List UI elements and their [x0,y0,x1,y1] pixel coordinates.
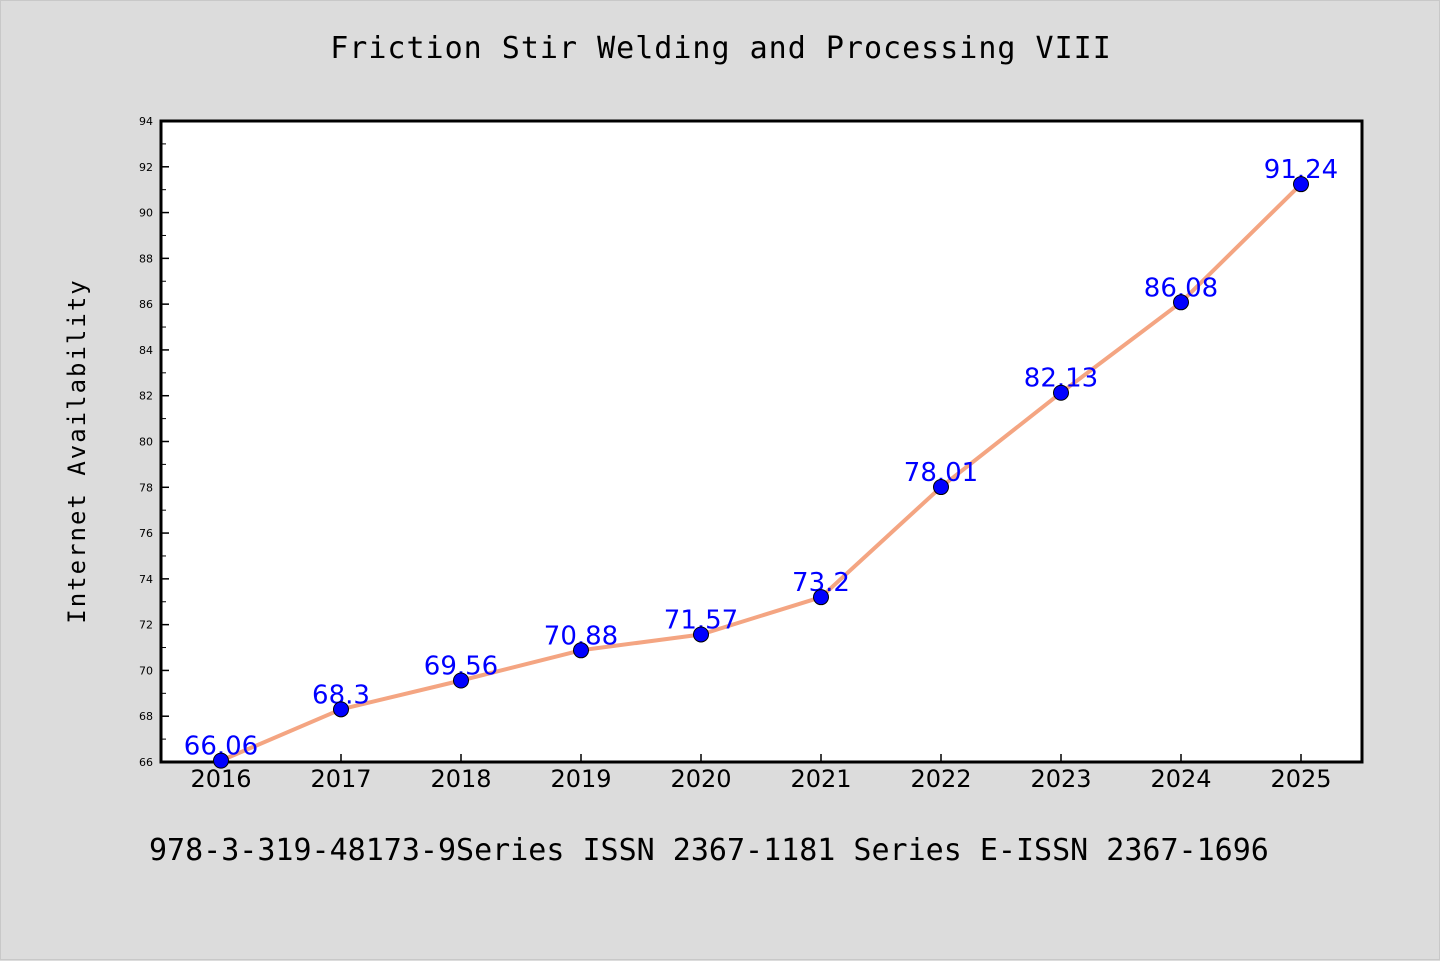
data-point [213,752,229,769]
data-point [1173,294,1189,311]
y-tick-label: 80 [139,436,153,449]
data-point [693,626,709,643]
chart-title: Friction Stir Welding and Processing VII… [330,31,1112,66]
y-tick-label: 90 [139,207,153,220]
x-tick-label: 2017 [310,765,371,793]
x-tick-label: 2018 [430,765,491,793]
series-layer: 66.0668.369.5670.8871.5773.278.0182.1386… [184,155,1338,769]
x-tick-label: 2016 [190,765,251,793]
y-axis-ticks: 66 68 70 72 74 76 78 80 82 84 86 88 90 92 94 [139,115,169,769]
data-point [333,701,349,718]
plot-area [159,119,1364,764]
footer-text: 978-3-319-48173-9Series ISSN 2367-1181 S… [149,833,1269,868]
y-tick-label: 68 [139,710,153,723]
y-tick-label: 82 [139,390,153,403]
y-tick-label: 78 [139,481,153,494]
x-tick-label: 2022 [910,765,971,793]
data-point [933,479,949,496]
x-tick-label: 2020 [670,765,731,793]
y-tick-label: 84 [139,344,153,357]
x-tick-label: 2019 [550,765,611,793]
x-tick-label: 2021 [790,765,851,793]
data-point [573,642,589,659]
data-point [813,589,829,606]
data-point [1293,176,1309,193]
y-tick-label: 74 [139,573,153,586]
x-tick-label: 2025 [1270,765,1331,793]
y-tick-label: 70 [139,664,153,677]
data-point [1053,384,1069,401]
y-tick-label: 66 [139,756,153,769]
y-tick-label: 88 [139,252,153,265]
y-tick-label: 86 [139,298,153,311]
y-tick-label: 92 [139,161,153,174]
y-tick-label: 94 [139,115,153,128]
y-tick-label: 76 [139,527,153,540]
series-line [219,182,1303,763]
x-axis-ticks: 2016 2017 2018 2019 2020 2021 2022 2023 2024 2025 [190,754,1332,793]
data-point [453,672,469,689]
x-tick-label: 2023 [1030,765,1091,793]
x-tick-label: 2024 [1150,765,1211,793]
y-tick-label: 72 [139,619,153,632]
